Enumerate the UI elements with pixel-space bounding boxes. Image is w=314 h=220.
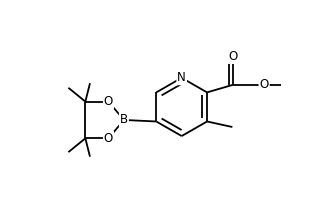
- Text: N: N: [177, 71, 186, 84]
- Text: B: B: [120, 114, 128, 126]
- Text: O: O: [104, 95, 113, 108]
- Text: O: O: [104, 132, 113, 145]
- Text: O: O: [259, 78, 269, 91]
- Text: O: O: [229, 50, 238, 63]
